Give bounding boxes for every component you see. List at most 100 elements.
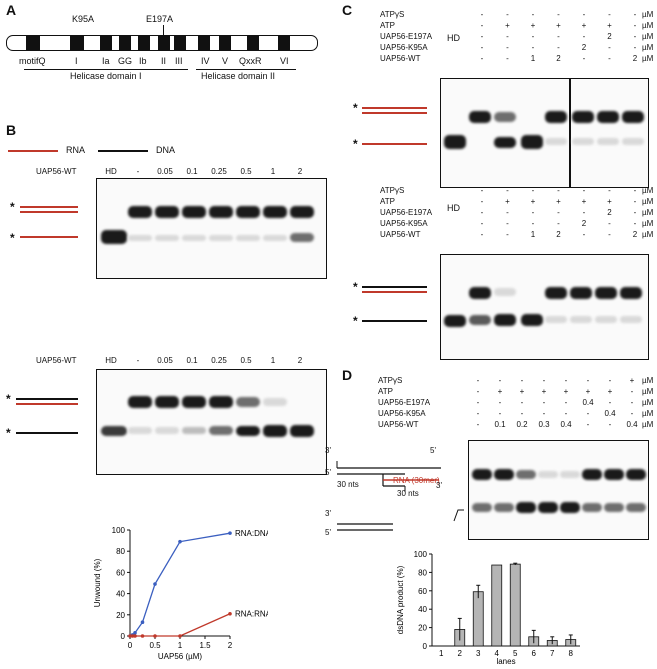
condition-cell: - [531, 208, 535, 217]
condition-cell: - [506, 208, 509, 217]
motif-label: GG [118, 56, 133, 66]
condition-cell: + [519, 387, 525, 396]
condition-cell: - [480, 208, 484, 217]
condition-cell: - [480, 197, 484, 206]
condition-cell: - [498, 398, 502, 407]
condition-cell: - [633, 197, 637, 206]
gel-band [521, 135, 543, 149]
x-axis-label: lanes [496, 657, 515, 666]
y-tick-label: 80 [116, 547, 125, 556]
motif-block [158, 35, 170, 51]
condition-cell: - [498, 376, 502, 385]
condition-cell: - [480, 219, 484, 228]
d-gel [468, 440, 649, 540]
lane-label: 1 [270, 356, 276, 365]
condition-cell: - [564, 376, 568, 385]
gel-band [263, 425, 287, 437]
gel-band [494, 137, 516, 148]
condition-cell: - [608, 219, 611, 228]
condition-cell: 0.4 [604, 409, 616, 418]
condition-cell: + [607, 387, 613, 396]
series-label: RNA:DNA [235, 529, 268, 538]
panel-label-d: D [342, 367, 353, 383]
unit-label: µM [642, 21, 654, 30]
data-point [140, 634, 145, 638]
condition-cell: + [585, 387, 591, 396]
d-bracket [453, 509, 464, 522]
gel-band [494, 288, 516, 296]
condition-cell: - [633, 219, 637, 228]
condition-cell: - [480, 54, 484, 63]
condition-cell: - [480, 10, 484, 19]
motif-block [100, 35, 112, 51]
x-tick-label: 6 [532, 649, 537, 658]
condition-cell: - [586, 420, 590, 429]
lane-label: 0.1 [186, 356, 198, 365]
gel-band [290, 233, 314, 242]
condition-cell: - [480, 21, 484, 30]
motif-label: II [161, 56, 167, 66]
unit-label: µM [642, 376, 654, 385]
gel-band [128, 396, 152, 408]
gel-band [620, 287, 642, 299]
x-tick-label: 1.5 [199, 641, 211, 650]
condition-cell: - [476, 420, 480, 429]
lane-label: 1 [270, 167, 276, 176]
condition-cell: - [586, 409, 590, 418]
gel-band [469, 315, 491, 325]
condition-cell: - [480, 186, 484, 195]
unit-label: µM [642, 219, 654, 228]
legend-dna-label: DNA [156, 145, 176, 155]
condition-cell: - [633, 21, 637, 30]
condition-cell: - [608, 186, 611, 195]
condition-cell: - [564, 409, 568, 418]
end-5prime: 5' [430, 446, 436, 455]
lane-label: 0.1 [186, 167, 198, 176]
condition-cell: - [582, 54, 586, 63]
condition-cell: - [531, 43, 535, 52]
y-tick-label: 100 [112, 526, 126, 535]
condition-row-label: ATP [380, 21, 395, 30]
y-tick-label: 20 [418, 624, 427, 633]
gel-band [236, 206, 260, 218]
condition-cell: - [608, 420, 612, 429]
end-5prime: 5' [325, 468, 331, 477]
d-substrate-diagram [336, 461, 441, 531]
y-tick-label: 60 [116, 568, 125, 577]
gel-band [155, 396, 179, 408]
condition-row-label: UAP56-E197A [380, 208, 433, 217]
y-axis-label: Unwound (%) [93, 558, 102, 607]
label-star: * [353, 314, 358, 328]
y-tick-label: 60 [418, 587, 427, 596]
end-5prime: 5' [325, 528, 331, 537]
rna-strand [362, 291, 427, 293]
condition-cell: - [608, 54, 611, 63]
domain1-line [24, 69, 188, 70]
gel-band [560, 502, 580, 513]
unit-label: µM [642, 387, 654, 396]
gel-band [620, 316, 642, 323]
condition-cell: + [654, 186, 657, 195]
x-tick-label: 8 [569, 649, 574, 658]
condition-cell: - [608, 376, 612, 385]
gel-band [236, 235, 260, 241]
label-star: * [6, 426, 11, 440]
lane-label: 2 [297, 356, 303, 365]
c-conditions-1: ATPγS-------+µMATP-+++++--µMUAP56-E197A-… [380, 10, 655, 80]
condition-cell: - [531, 10, 535, 19]
b-gel-rna-rna [96, 178, 327, 279]
gel-band [494, 503, 514, 512]
gel-band [538, 502, 558, 513]
lane-label: 0.5 [240, 356, 252, 365]
x-tick-label: 1 [439, 649, 444, 658]
motif-block [138, 35, 150, 51]
gel-band [209, 426, 233, 435]
lane-label: 0.05 [157, 356, 173, 365]
condition-cell: - [654, 197, 657, 206]
b-gel2-row-label: UAP56-WT [36, 356, 77, 365]
bar [491, 564, 503, 647]
gel-band [182, 427, 206, 434]
y-tick-label: 80 [418, 568, 427, 577]
gel-band [604, 503, 624, 512]
b-gel1-row-label: UAP56-WT [36, 167, 77, 176]
